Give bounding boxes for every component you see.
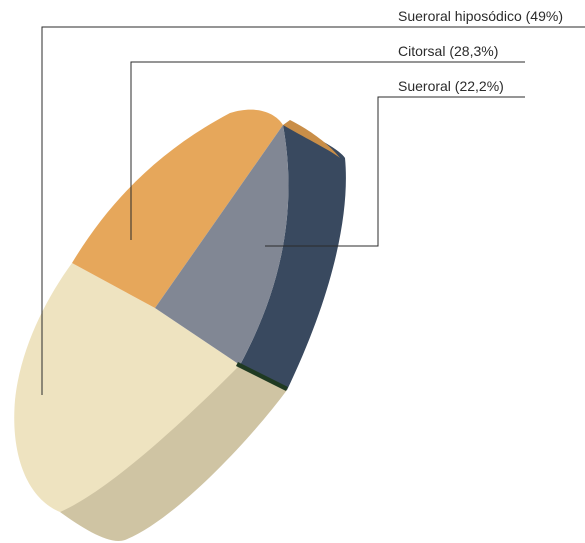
label-citorsal: Citorsal (28,3%) xyxy=(398,43,498,59)
slice-edge-highlight xyxy=(236,362,288,391)
label-sueroral-hiposodico: Sueroral hiposódico (49%) xyxy=(398,8,563,24)
slice-side-sueroral xyxy=(240,125,346,390)
callout-line-sueroral xyxy=(265,96,525,247)
slice-side-sueroral-hiposodico xyxy=(60,365,287,541)
slice-sueroral xyxy=(155,125,289,365)
callout-line-citorsal xyxy=(130,61,525,240)
label-sueroral: Sueroral (22,2%) xyxy=(398,78,504,94)
slice-side-citorsal xyxy=(283,120,340,158)
slice-sueroral-hiposodico xyxy=(14,263,240,512)
callout-line-sueroral-hiposodico xyxy=(41,26,585,395)
slice-citorsal xyxy=(72,109,283,309)
